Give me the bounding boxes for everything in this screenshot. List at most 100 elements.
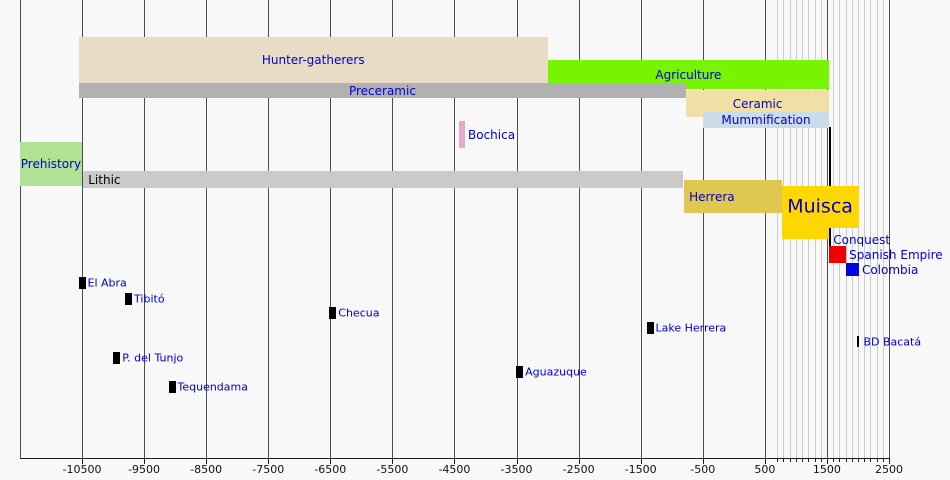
- x-axis-minor-tick: [802, 458, 804, 462]
- period-label-mummification[interactable]: Mummification: [721, 113, 811, 127]
- x-axis-minor-tick: [876, 458, 878, 462]
- period-bar-herrera: [684, 180, 782, 213]
- major-gridline: [330, 0, 332, 458]
- period-bar-lithic: [83, 171, 684, 188]
- period-bar-preceramic: [78, 83, 686, 98]
- x-axis-tick: [82, 458, 83, 464]
- period-label-prehistory[interactable]: Prehistory: [20, 157, 82, 171]
- minor-gridline: [857, 0, 859, 458]
- minor-gridline: [839, 0, 841, 458]
- x-axis-minor-tick: [789, 458, 791, 462]
- x-axis-tick: [330, 458, 332, 464]
- x-axis-minor-tick: [882, 458, 884, 462]
- conquest-label[interactable]: Conquest: [833, 233, 891, 247]
- x-axis-tick: [268, 458, 270, 464]
- x-axis-tick: [640, 458, 642, 464]
- period-label-muisca[interactable]: Muisca: [787, 195, 853, 218]
- period-bar-spanish-empire: [829, 246, 847, 263]
- event-label-p-del-tunjo[interactable]: P. del Tunjo: [122, 351, 184, 365]
- x-axis-tick: [764, 458, 766, 464]
- period-label-lithic: Lithic: [88, 172, 121, 187]
- period-label-hunter-gatherers[interactable]: Hunter-gatherers: [261, 53, 365, 67]
- period-label-agriculture[interactable]: Agriculture: [655, 67, 722, 82]
- event-marker-bd-bacata: [856, 336, 859, 347]
- minor-gridline: [845, 0, 847, 458]
- period-bar-prehistory: [19, 142, 82, 186]
- x-axis-label-neg-5500: -5500: [376, 463, 409, 476]
- event-label-tequendama[interactable]: Tequendama: [177, 380, 249, 394]
- x-axis-minor-tick: [783, 458, 785, 462]
- period-label-colombia[interactable]: Colombia: [861, 262, 919, 277]
- major-gridline: [764, 0, 766, 458]
- period-label-herrera[interactable]: Herrera: [689, 189, 735, 204]
- major-gridline: [392, 0, 394, 458]
- x-axis-minor-tick: [820, 458, 822, 462]
- major-gridline: [454, 0, 456, 458]
- event-label-el-abra[interactable]: El Abra: [87, 276, 127, 290]
- minor-gridline: [864, 0, 866, 458]
- x-axis-tick: [206, 458, 208, 464]
- x-axis-minor-tick: [795, 458, 797, 462]
- conquest-line: [829, 228, 831, 246]
- major-gridline: [889, 0, 890, 458]
- event-marker-tequendama: [168, 381, 176, 393]
- minor-gridline: [851, 0, 853, 458]
- event-marker-tibito: [125, 293, 133, 305]
- x-axis-tick: [454, 458, 456, 464]
- major-gridline: [19, 0, 21, 458]
- minor-gridline: [833, 0, 835, 458]
- period-label-ceramic[interactable]: Ceramic: [732, 96, 783, 111]
- event-marker-checua: [329, 307, 337, 319]
- minor-gridline: [876, 0, 878, 458]
- minor-gridline: [882, 0, 884, 458]
- x-axis-minor-tick: [833, 458, 835, 462]
- x-axis-tick: [826, 458, 828, 464]
- event-marker-p-del-tunjo: [113, 352, 121, 364]
- x-axis-tick: [889, 458, 890, 464]
- x-axis-minor-tick: [814, 458, 816, 462]
- x-axis-label-1500: 1500: [812, 463, 841, 476]
- x-axis-tick: [392, 458, 394, 464]
- major-gridline: [206, 0, 208, 458]
- x-axis-minor-tick: [839, 458, 841, 462]
- event-label-aguazuque[interactable]: Aguazuque: [525, 365, 587, 379]
- x-axis-label-500: 500: [754, 463, 776, 476]
- major-gridline: [702, 0, 704, 458]
- period-bar-bochica: [458, 121, 465, 148]
- x-axis-label-2500: 2500: [875, 463, 903, 476]
- x-axis-label-neg-3500: -3500: [500, 463, 533, 476]
- event-label-bd-bacata[interactable]: BD Bacatá: [863, 335, 922, 349]
- x-axis-tick: [578, 458, 580, 464]
- conquest-line: [829, 127, 831, 186]
- event-label-checua[interactable]: Checua: [338, 306, 380, 320]
- minor-gridline: [870, 0, 872, 458]
- event-marker-el-abra: [78, 277, 86, 289]
- period-bar-muisca: [782, 186, 859, 228]
- period-bar-mummification: [702, 112, 830, 128]
- event-marker-aguazuque: [516, 366, 524, 378]
- x-axis-minor-tick: [777, 458, 779, 462]
- event-marker-lake-herrera: [646, 322, 654, 334]
- x-axis-minor-tick: [808, 458, 810, 462]
- major-gridline: [268, 0, 270, 458]
- period-label-preceramic[interactable]: Preceramic: [348, 83, 416, 98]
- x-axis-minor-tick: [857, 458, 859, 462]
- period-label-spanish-empire[interactable]: Spanish Empire: [849, 247, 943, 262]
- major-gridline: [640, 0, 642, 458]
- major-gridline: [82, 0, 83, 458]
- event-label-lake-herrera[interactable]: Lake Herrera: [655, 321, 727, 335]
- x-axis-label-neg-2500: -2500: [562, 463, 595, 476]
- x-axis-tick: [144, 458, 146, 464]
- x-axis-minor-tick: [864, 458, 866, 462]
- event-label-tibito[interactable]: Tibitó: [134, 292, 165, 306]
- x-axis-label-neg-8500: -8500: [190, 463, 223, 476]
- x-axis-minor-tick: [845, 458, 847, 462]
- x-axis-label-neg-6500: -6500: [314, 463, 347, 476]
- x-axis-tick: [702, 458, 704, 464]
- x-axis-label-neg-9500: -9500: [128, 463, 161, 476]
- x-axis-minor-tick: [851, 458, 853, 462]
- period-label-bochica[interactable]: Bochica: [468, 127, 516, 142]
- x-axis-minor-tick: [870, 458, 872, 462]
- major-gridline: [578, 0, 580, 458]
